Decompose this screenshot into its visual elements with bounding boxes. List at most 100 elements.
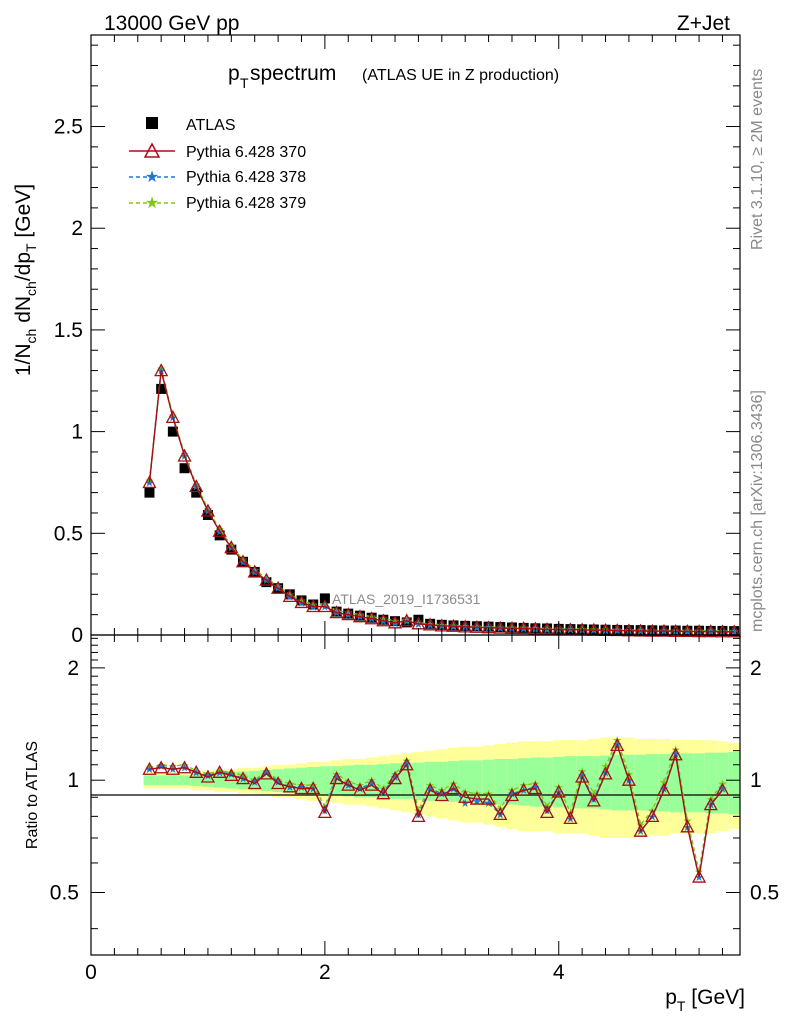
pythia-378-ratio-marker: ★ bbox=[180, 763, 190, 775]
band-inner bbox=[471, 760, 483, 803]
ratio-y-label: Ratio to ATLAS bbox=[24, 741, 41, 849]
pythia-379-upper-marker: ★ bbox=[285, 589, 295, 601]
pythia-370-upper-marker bbox=[399, 613, 414, 627]
legend-marker-379: ★ bbox=[145, 195, 159, 212]
pythia-379-ratio-marker: ★ bbox=[530, 778, 540, 790]
pythia-370-upper-marker bbox=[633, 623, 648, 637]
pythia-370-ratio-marker bbox=[352, 782, 368, 796]
pythia-370-ratio-marker bbox=[247, 776, 262, 790]
pythia-378-upper-marker: ★ bbox=[437, 621, 447, 633]
pythia-370-upper-marker bbox=[493, 620, 508, 634]
pythia-370-ratio-marker bbox=[598, 766, 613, 780]
pythia-370-upper-marker bbox=[212, 523, 227, 537]
pythia-379-ratio-marker: ★ bbox=[472, 789, 482, 801]
pythia-370-upper-marker bbox=[656, 623, 672, 637]
pythia-370-upper-marker bbox=[189, 479, 204, 493]
pythia-370-ratio-marker bbox=[575, 769, 590, 783]
band-inner bbox=[728, 752, 740, 815]
x-tick-label: 0 bbox=[85, 961, 97, 984]
atlas-point bbox=[144, 487, 155, 498]
pythia-379-upper-marker: ★ bbox=[355, 610, 365, 622]
x-tick-label: 4 bbox=[553, 961, 565, 984]
pythia-378-upper-marker: ★ bbox=[636, 626, 646, 638]
pythia-370-upper-marker bbox=[247, 564, 262, 578]
pythia-378-upper-marker: ★ bbox=[308, 602, 318, 614]
pythia-370-upper-marker bbox=[142, 475, 157, 489]
band-inner bbox=[412, 762, 425, 800]
pythia-370-ratio-marker bbox=[680, 819, 695, 833]
atlas-point bbox=[506, 622, 517, 633]
pythia-370-ratio-marker bbox=[493, 806, 508, 820]
y-tick-label: 0 bbox=[71, 624, 83, 647]
band-inner bbox=[319, 766, 331, 796]
band-inner bbox=[237, 771, 249, 790]
pythia-370-ratio-marker bbox=[411, 808, 426, 823]
pythia-370-ratio-marker bbox=[224, 768, 239, 782]
ratio-tick-label-right: 2 bbox=[750, 657, 762, 680]
atlas-point bbox=[319, 593, 330, 604]
pythia-378-ratio-marker: ★ bbox=[168, 764, 178, 776]
band-inner bbox=[260, 769, 273, 792]
pythia-379-upper-marker: ★ bbox=[367, 612, 377, 624]
x-tick-label: 2 bbox=[319, 961, 331, 984]
pythia-379-ratio-marker: ★ bbox=[671, 744, 681, 756]
legend-marker-atlas bbox=[146, 117, 158, 129]
pythia-379-upper-marker: ★ bbox=[332, 606, 342, 618]
pythia-370-upper-marker bbox=[680, 623, 695, 637]
pythia-370-upper-marker bbox=[282, 588, 297, 603]
legend-label-atlas: ATLAS bbox=[186, 117, 236, 134]
y-tick-label: 2 bbox=[71, 217, 83, 240]
pythia-378-upper-marker: ★ bbox=[378, 616, 388, 628]
lower-panel: ★ ★ ★ ★★ ★ ★ ★ ★ ★★★ ★ ★ ★★★★ ★ ★★★★★★ ★★★ ★ ★★★ ★ ★★★★★★★… bbox=[24, 634, 779, 1014]
pythia-370-upper-marker bbox=[271, 580, 286, 594]
pythia-379-ratio-marker: ★ bbox=[378, 784, 388, 796]
pythia-370-ratio-marker bbox=[481, 791, 496, 805]
pythia-379-upper-marker: ★ bbox=[297, 595, 307, 607]
pythia-378-upper-marker: ★ bbox=[261, 575, 271, 587]
pythia-378-ratio-marker: ★ bbox=[285, 782, 295, 794]
atlas-point bbox=[261, 577, 272, 588]
atlas-point bbox=[471, 621, 482, 632]
atlas-point bbox=[413, 614, 424, 625]
band-inner bbox=[634, 754, 647, 811]
pythia-370-upper-marker bbox=[352, 609, 368, 623]
pythia-370-upper-marker bbox=[224, 540, 239, 554]
pythia-378-ratio-marker: ★ bbox=[449, 784, 459, 796]
pythia-379-ratio-marker: ★ bbox=[273, 775, 283, 787]
pythia-370-ratio-marker bbox=[551, 784, 566, 798]
ratio-tick-label-right: 0.5 bbox=[750, 882, 779, 905]
ratio-tick-label-right: 1 bbox=[750, 769, 762, 792]
pythia-379-ratio-marker: ★ bbox=[308, 780, 318, 792]
pythia-370-ratio-marker bbox=[610, 737, 625, 751]
pythia-379-upper-marker: ★ bbox=[390, 616, 400, 628]
band-inner bbox=[494, 758, 507, 805]
atlas-point bbox=[226, 544, 237, 555]
pythia-370-ratio-marker bbox=[563, 811, 578, 825]
y-tick-label: 0.5 bbox=[54, 522, 83, 545]
pythia-378-upper-marker: ★ bbox=[297, 597, 307, 609]
pythia-379-upper-marker: ★ bbox=[729, 626, 739, 638]
ratio-tick-label: 1 bbox=[67, 769, 79, 792]
pythia-370-upper-marker bbox=[177, 448, 192, 462]
band-inner bbox=[143, 775, 156, 786]
pythia-370-upper-marker bbox=[165, 410, 180, 424]
atlas-point bbox=[354, 610, 365, 621]
pythia-370-upper-marker bbox=[294, 595, 309, 609]
pythia-379-ratio-marker: ★ bbox=[367, 775, 377, 787]
pythia-378-ratio-marker: ★ bbox=[460, 798, 470, 810]
x-axis-label: pT [GeV] bbox=[665, 986, 745, 1014]
pythia-379-ratio-marker: ★ bbox=[285, 778, 295, 790]
pythia-378-upper-marker: ★ bbox=[343, 610, 353, 622]
band-inner bbox=[202, 773, 214, 787]
band-inner bbox=[342, 765, 355, 797]
pythia-378-upper-marker: ★ bbox=[355, 612, 365, 624]
legend-label-379: Pythia 6.428 379 bbox=[186, 195, 306, 212]
pythia-379-ratio-marker: ★ bbox=[238, 770, 248, 782]
band-inner bbox=[564, 756, 577, 809]
pythia-378-ratio-marker: ★ bbox=[472, 796, 482, 808]
legend-marker-370 bbox=[143, 142, 161, 158]
pythia-370-upper-marker bbox=[423, 617, 438, 631]
pythia-378-ratio-marker: ★ bbox=[191, 767, 201, 779]
atlas-point bbox=[214, 530, 225, 541]
pythia-378-upper-marker: ★ bbox=[413, 619, 423, 631]
